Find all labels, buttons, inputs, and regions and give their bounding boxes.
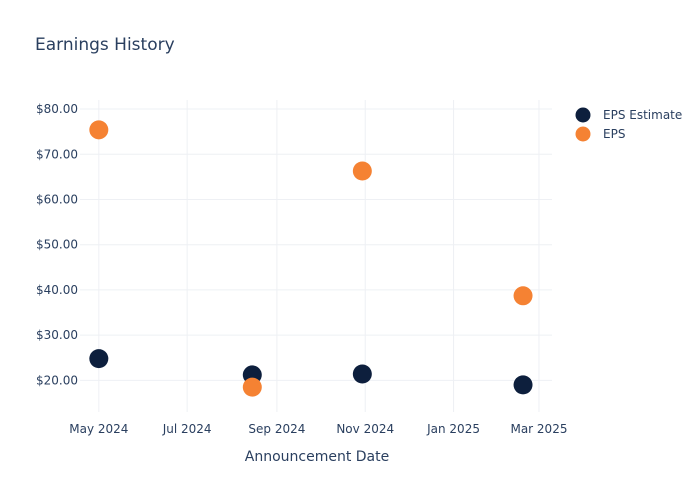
grid-layer: [80, 100, 552, 412]
eps-point[interactable]: [242, 377, 262, 397]
y-tick-label: $70.00: [36, 147, 78, 161]
eps-point[interactable]: [89, 120, 109, 140]
eps-estimate-legend-marker[interactable]: [575, 107, 591, 123]
eps-point[interactable]: [352, 161, 372, 181]
x-tick-label: Sep 2024: [248, 422, 305, 436]
legend[interactable]: EPS Estimate EPS: [575, 107, 683, 142]
y-tick-label: $40.00: [36, 283, 78, 297]
x-tick-label: May 2024: [69, 422, 128, 436]
y-axis-ticks: $20.00 $30.00 $40.00 $50.00 $60.00 $70.00 $80.…: [36, 102, 78, 387]
x-tick-label: Jan 2025: [426, 422, 480, 436]
chart-title: Earnings History: [35, 35, 175, 55]
eps-estimate-legend-label[interactable]: EPS Estimate: [603, 108, 682, 122]
eps-point[interactable]: [513, 286, 533, 306]
y-tick-label: $20.00: [36, 373, 78, 387]
data-points: [89, 120, 533, 397]
eps-estimate-point[interactable]: [513, 375, 533, 395]
y-tick-label: $30.00: [36, 328, 78, 342]
x-tick-label: Mar 2025: [510, 422, 567, 436]
eps-legend-label[interactable]: EPS: [603, 127, 625, 141]
x-axis-title: Announcement Date: [245, 449, 389, 465]
eps-legend-marker[interactable]: [575, 126, 591, 142]
y-tick-label: $50.00: [36, 238, 78, 252]
eps-estimate-point[interactable]: [89, 349, 109, 369]
x-axis-ticks: May 2024 Jul 2024 Sep 2024 Nov 2024 Jan 2025…: [69, 422, 567, 436]
y-tick-label: $80.00: [36, 102, 78, 116]
y-tick-label: $60.00: [36, 192, 78, 206]
x-tick-label: Jul 2024: [162, 422, 212, 436]
x-tick-label: Nov 2024: [336, 422, 394, 436]
eps-estimate-point[interactable]: [352, 364, 372, 384]
